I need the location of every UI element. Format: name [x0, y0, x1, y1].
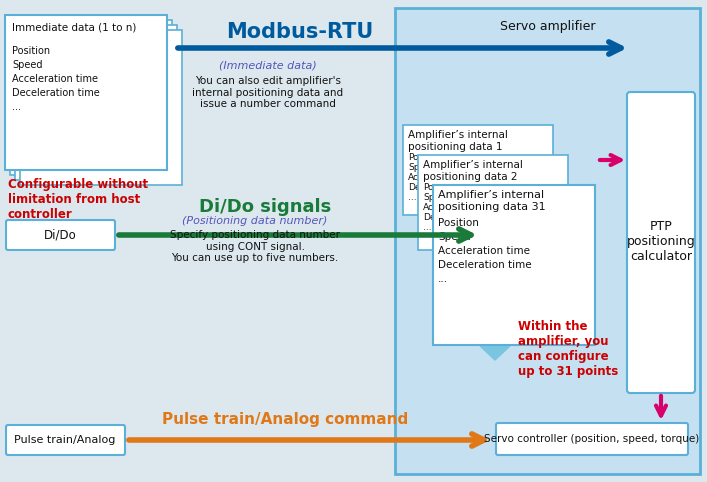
Bar	[403, 125, 553, 215]
Bar	[5, 15, 167, 170]
Text: Amplifier’s internal
positioning data 2: Amplifier’s internal positioning data 2	[423, 160, 523, 182]
Text: Pulse train/Analog: Pulse train/Analog	[14, 435, 116, 445]
Text: Modbus-RTU: Modbus-RTU	[226, 22, 373, 42]
Text: Speed: Speed	[12, 60, 42, 70]
Text: Acceleration time: Acceleration time	[12, 74, 98, 84]
Polygon shape	[480, 346, 510, 360]
Text: ...: ...	[12, 102, 21, 112]
FancyBboxPatch shape	[6, 425, 125, 455]
Text: ...: ...	[423, 223, 432, 232]
Text: Di/Do signals: Di/Do signals	[199, 198, 331, 216]
Text: Ac: Ac	[423, 203, 434, 212]
Bar	[395, 8, 700, 474]
Text: (Positioning data number): (Positioning data number)	[182, 216, 327, 226]
Text: Acceleration time: Acceleration time	[438, 246, 530, 256]
Bar	[10, 20, 172, 175]
Text: Immediate data (1 to n): Immediate data (1 to n)	[12, 22, 136, 32]
Text: Sp: Sp	[408, 163, 419, 172]
Text: Sp: Sp	[423, 193, 435, 202]
FancyBboxPatch shape	[6, 220, 115, 250]
Text: De: De	[408, 183, 421, 192]
Text: Within the
amplifier, you
can configure
up to 31 points: Within the amplifier, you can configure …	[518, 320, 618, 378]
Text: Ac: Ac	[408, 173, 419, 182]
Text: ...: ...	[438, 274, 448, 284]
Text: Servo controller (position, speed, torque): Servo controller (position, speed, torqu…	[484, 434, 700, 444]
Text: Deceleration time: Deceleration time	[438, 260, 532, 270]
Text: Di/Do: Di/Do	[44, 228, 76, 241]
Text: (Immediate data): (Immediate data)	[219, 60, 317, 70]
Text: Pulse train/Analog command: Pulse train/Analog command	[162, 412, 408, 427]
Text: De: De	[423, 213, 436, 222]
Text: Speed: Speed	[438, 232, 471, 242]
Bar	[15, 25, 177, 180]
Text: Po: Po	[423, 183, 433, 192]
Text: PTP
positioning
calculator: PTP positioning calculator	[626, 220, 696, 264]
Text: Position: Position	[438, 218, 479, 228]
Text: Po: Po	[408, 153, 419, 162]
Bar	[433, 185, 595, 345]
Text: Deceleration time: Deceleration time	[12, 88, 100, 98]
FancyBboxPatch shape	[627, 92, 695, 393]
Text: Amplifier’s internal
positioning data 1: Amplifier’s internal positioning data 1	[408, 130, 508, 152]
Text: Position: Position	[12, 46, 50, 56]
Text: ...: ...	[408, 193, 416, 202]
Text: Amplifier’s internal
positioning data 31: Amplifier’s internal positioning data 31	[438, 190, 546, 212]
Text: You can also edit amplifier's
internal positioning data and
issue a number comma: You can also edit amplifier's internal p…	[192, 76, 344, 109]
Bar	[20, 30, 182, 185]
Text: Configurable without
limitation from host
controller: Configurable without limitation from hos…	[8, 178, 148, 221]
Bar	[418, 155, 568, 250]
Text: Specify positioning data number
using CONT signal.
You can use up to five number: Specify positioning data number using CO…	[170, 230, 340, 263]
Text: Servo amplifier: Servo amplifier	[501, 20, 596, 33]
FancyBboxPatch shape	[496, 423, 688, 455]
